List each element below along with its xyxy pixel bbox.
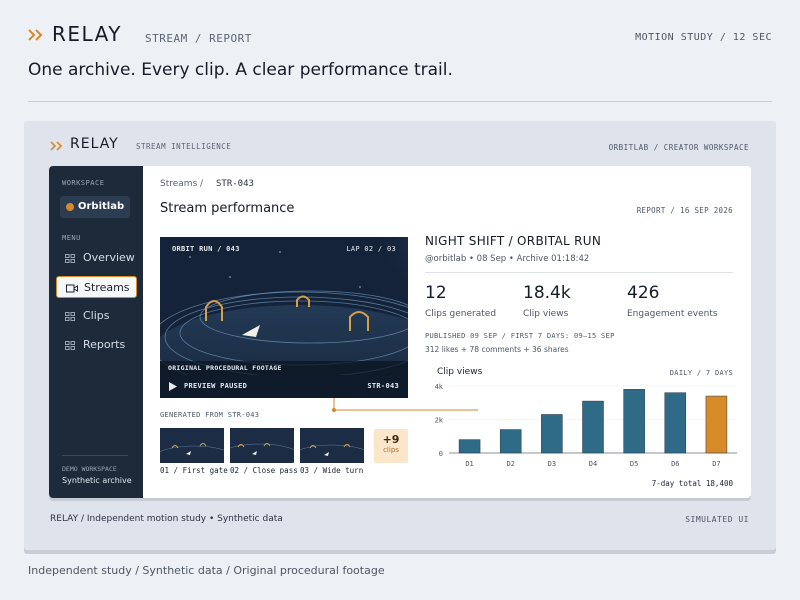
chart-bar [541,414,563,454]
x-tick-label: D6 [671,460,679,468]
sidebar-item-streams[interactable]: Streams [56,276,137,298]
stat-value: 426 [627,283,660,303]
workspace-path: ORBITLAB / CREATOR WORKSPACE [608,143,749,152]
sidebar-item-clips[interactable]: Clips [56,305,137,327]
clip-caption: 03 / Wide turn [300,466,364,475]
chart-bar [458,439,481,454]
stat-value: 12 [425,283,447,303]
divider [28,101,772,102]
header-meta: MOTION STUDY / 12 SEC [635,32,772,43]
chart-bar [499,429,522,454]
footnote: Independent study / Synthetic data / Ori… [28,564,385,577]
grid-icon [65,254,75,263]
x-tick-label: D4 [589,460,597,468]
video-icon [66,284,78,293]
engagement-breakdown: 312 likes + 78 comments + 36 shares [425,345,569,354]
chart-bar [582,400,604,454]
frame-subtitle: STREAM INTELLIGENCE [136,142,232,151]
play-icon[interactable] [169,382,177,391]
divider [62,455,128,456]
brand-logo: RELAY [52,22,122,46]
x-tick-label: D2 [506,460,514,468]
x-tick-label: D1 [465,460,473,468]
clip-thumbnail[interactable] [160,428,224,463]
player-status: PREVIEW PAUSED [184,382,248,390]
sidebar-item-label: Clips [83,309,110,322]
chart-period: DAILY / 7 DAYS [669,369,733,377]
sidebar-item-label: Streams [84,281,130,294]
y-tick-label: 4k [435,383,444,391]
player-controls: PREVIEW PAUSED STR-043 [160,375,408,398]
demo-label: DEMO WORKSPACE [62,465,117,473]
more-clips-label: clips [383,446,399,454]
breadcrumb-current: STR-043 [216,179,254,189]
stream-title: NIGHT SHIFT / ORBITAL RUN [425,234,602,248]
video-player[interactable]: ORBIT RUN / 043 LAP 02 / 03 ORIGINAL PRO… [160,237,408,398]
chevrons-icon [28,29,43,41]
x-tick-label: D7 [712,460,720,468]
breadcrumb-separator: / [200,179,204,189]
video-caption: ORIGINAL PROCEDURAL FOOTAGE [168,364,282,372]
chart-bar [664,392,687,454]
clip-thumbnail[interactable] [230,428,294,463]
frame-brand: RELAY [70,136,119,152]
connector-line [332,398,478,412]
sidebar-item-label: Reports [83,338,126,351]
clip-views-chart: 0 2k 4k D1 D2 D3 D4 D5 D6 D7 [435,383,737,468]
stream-meta: @orbitlab • 08 Sep • Archive 01:18:42 [425,254,590,264]
y-tick-label: 0 [439,450,443,458]
stat-value: 18.4k [523,283,571,303]
breadcrumb-root[interactable]: Streams [160,179,198,189]
stat-label: Clip views [523,309,569,319]
frame-footer-right: SIMULATED UI [685,515,749,524]
grid-icon [65,341,75,350]
sidebar-item-reports[interactable]: Reports [56,334,137,356]
menu-label: MENU [62,234,81,242]
clip-caption: 02 / Close pass [230,466,298,475]
x-tick-label: D3 [548,460,556,468]
chart-total: 7-day total 18,400 [651,479,733,488]
published-info: PUBLISHED 09 SEP / FIRST 7 DAYS: 09–15 S… [425,332,615,340]
divider [425,272,733,273]
player-id: STR-043 [367,382,399,390]
generated-label: GENERATED FROM STR-043 [160,411,260,419]
sidebar-item-overview[interactable]: Overview [56,247,137,269]
x-tick-label: D5 [630,460,638,468]
frame-footer-left: RELAY / Independent motion study • Synth… [50,514,283,524]
workspace-name: Orbitlab [78,201,125,212]
chart-bar [705,395,728,454]
breadcrumb: STREAM / REPORT [145,32,252,45]
clip-caption: 01 / First gate [160,466,228,475]
more-clips-button[interactable]: +9 clips [374,429,408,463]
chevrons-icon [50,141,63,151]
page-title: Stream performance [160,201,295,216]
video-lap: LAP 02 / 03 [346,245,396,253]
demo-value: Synthetic archive [62,476,132,485]
chart-bar [623,389,645,454]
y-tick-label: 2k [435,417,444,425]
tagline: One archive. Every clip. A clear perform… [28,60,453,80]
caption-bar: ORIGINAL PROCEDURAL FOOTAGE [160,361,408,375]
report-meta: REPORT / 16 SEP 2026 [636,206,733,215]
workspace-switcher[interactable]: Orbitlab [60,196,130,218]
workspace-label: WORKSPACE [62,179,105,187]
main-content: Streams / STR-043 Stream performance REP… [143,166,751,498]
stat-label: Engagement events [627,309,718,319]
sidebar: WORKSPACE Orbitlab MENU Overview Streams… [49,166,143,498]
workspace-dot-icon [66,203,74,211]
app-window: WORKSPACE Orbitlab MENU Overview Streams… [49,166,751,498]
chart-title: Clip views [437,367,483,377]
stat-label: Clips generated [425,309,497,319]
clip-thumbnail[interactable] [300,428,364,463]
grid-icon [65,312,75,321]
video-title: ORBIT RUN / 043 [172,245,240,253]
sidebar-item-label: Overview [83,251,135,264]
more-clips-count: +9 [382,433,400,446]
